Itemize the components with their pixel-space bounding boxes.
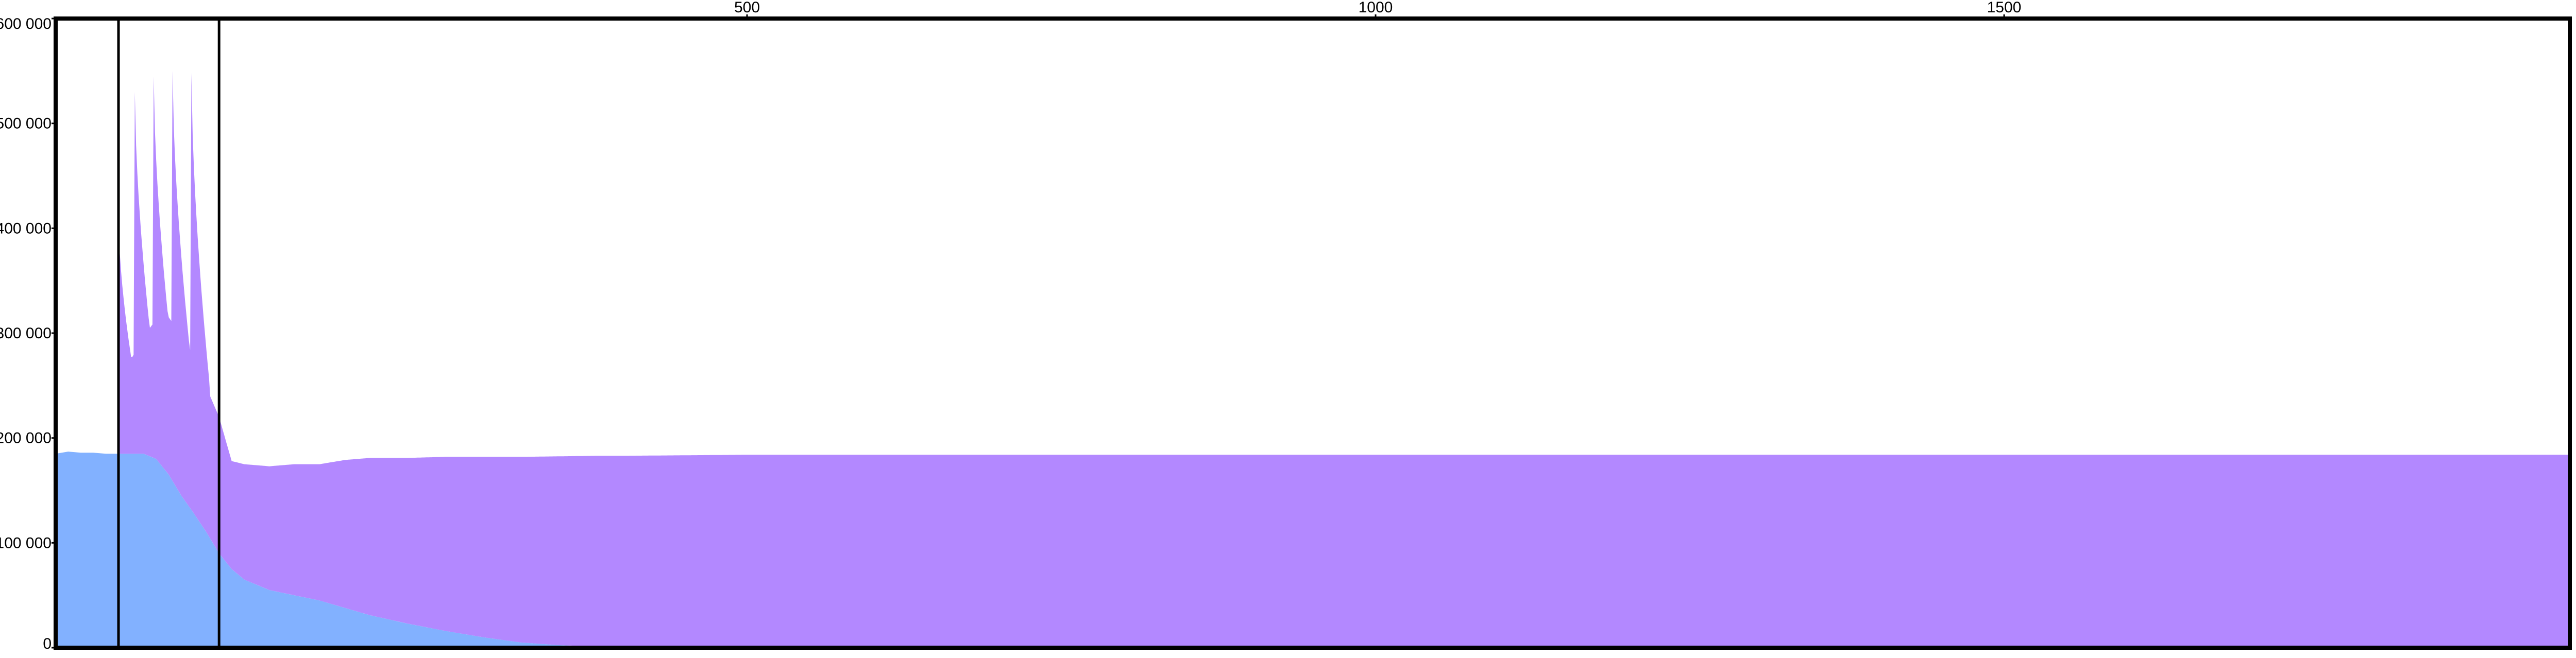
y-tick-label: 200 000 xyxy=(0,430,52,447)
series-purple-area xyxy=(56,71,2570,648)
series-blue-area xyxy=(56,452,2570,648)
x-tick-label: 500 xyxy=(734,0,760,16)
y-tick-label: 400 000 xyxy=(0,220,52,237)
y-tick-label: 0 xyxy=(43,635,52,652)
x-tick-label: 1000 xyxy=(1359,0,1393,16)
x-tick-label: 1500 xyxy=(1987,0,2022,16)
y-tick-label: 500 000 xyxy=(0,115,52,132)
y-tick-label: 600 000 xyxy=(0,15,52,32)
y-tick-label: 300 000 xyxy=(0,325,52,342)
area-series-group xyxy=(56,71,2570,648)
marker-lines-group xyxy=(117,19,221,648)
y-axis: 0 100 000 200 000 300 000 400 000 500 000 600 … xyxy=(0,15,56,652)
y-tick-label: 100 000 xyxy=(0,534,52,551)
x-axis: 500 1000 1500 xyxy=(734,0,2021,19)
